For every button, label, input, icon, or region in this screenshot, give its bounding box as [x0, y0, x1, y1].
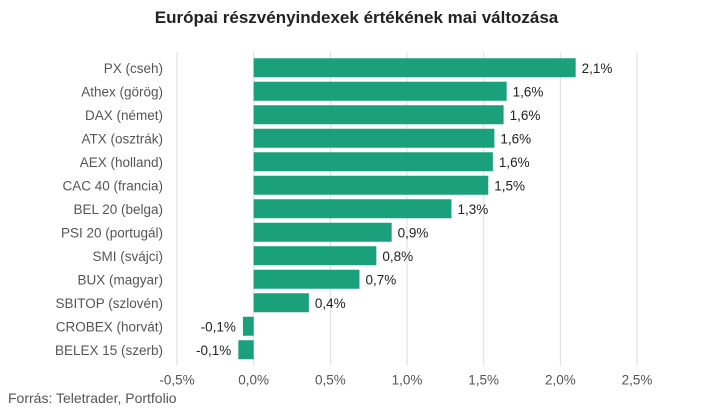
bar: [253, 81, 507, 101]
value-label: 1,6%: [499, 155, 530, 170]
category-label: PSI 20 (portugál): [61, 225, 163, 240]
category-label: BELEX 15 (szerb): [55, 343, 163, 358]
x-tick-label: 1,5%: [468, 373, 499, 388]
bar: [253, 128, 495, 148]
value-label: 2,1%: [582, 61, 613, 76]
value-label: 0,7%: [365, 272, 396, 287]
bar: [242, 316, 254, 336]
x-tick-label: 0,0%: [238, 373, 269, 388]
bar: [253, 246, 377, 266]
value-label: 1,5%: [494, 178, 525, 193]
category-label: SBITOP (szlovén): [55, 296, 163, 311]
bar: [253, 199, 452, 219]
category-label: Athex (görög): [81, 84, 163, 99]
category-label: BEL 20 (belga): [73, 202, 163, 217]
category-label: CROBEX (horvát): [56, 319, 163, 334]
bar: [253, 58, 576, 78]
bar: [253, 175, 489, 195]
x-tick-label: -0,5%: [159, 373, 194, 388]
value-label: 1,6%: [513, 84, 544, 99]
source-note: Forrás: Teletrader, Portfolio: [8, 390, 177, 406]
category-label: CAC 40 (francia): [62, 178, 163, 193]
bar: [253, 152, 493, 172]
category-label: PX (cseh): [104, 61, 163, 76]
category-label: BUX (magyar): [77, 272, 163, 287]
x-tick-label: 0,5%: [315, 373, 346, 388]
value-label: 0,8%: [382, 249, 413, 264]
value-label: -0,1%: [201, 319, 236, 334]
category-label: DAX (német): [85, 108, 163, 123]
bar: [253, 269, 360, 289]
chart-title: Európai részvényindexek értékének mai vá…: [154, 8, 559, 27]
value-label: 0,4%: [315, 296, 346, 311]
value-label: 1,6%: [500, 131, 531, 146]
value-label: 0,9%: [398, 225, 429, 240]
x-tick-label: 2,5%: [622, 373, 653, 388]
category-label: AEX (holland): [80, 155, 163, 170]
bar: [253, 105, 504, 125]
bar: [238, 340, 254, 360]
bar: [253, 293, 309, 313]
x-tick-label: 2,0%: [545, 373, 576, 388]
category-label: SMI (svájci): [93, 249, 164, 264]
category-label: ATX (osztrák): [81, 131, 163, 146]
value-label: -0,1%: [196, 343, 231, 358]
value-label: 1,6%: [510, 108, 541, 123]
value-label: 1,3%: [457, 202, 488, 217]
bar: [253, 222, 392, 242]
x-tick-label: 1,0%: [392, 373, 423, 388]
